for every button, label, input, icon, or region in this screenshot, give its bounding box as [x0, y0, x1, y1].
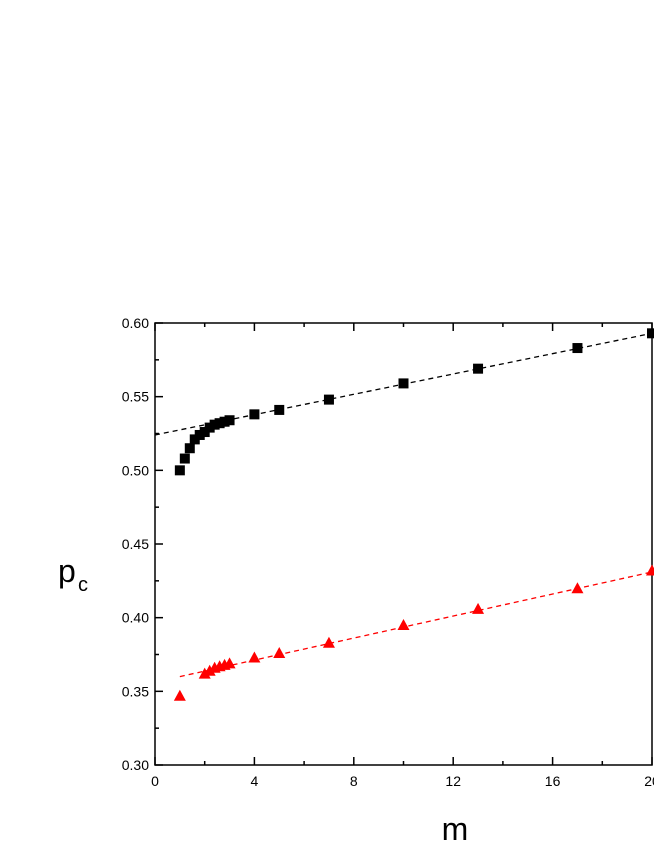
square-point — [473, 363, 484, 374]
triangle-point — [203, 664, 216, 676]
plot-frame — [154, 322, 653, 766]
square-point — [398, 378, 409, 389]
x-axis-label: m — [442, 811, 469, 846]
y-tick-label: 0.35 — [122, 683, 149, 699]
square-point — [647, 328, 654, 339]
square-point — [249, 409, 260, 420]
square-point — [174, 465, 185, 476]
x-tick-label: 8 — [350, 773, 358, 789]
x-tick-label: 4 — [251, 773, 259, 789]
y-axis-label-subscript: c — [78, 574, 88, 596]
y-tick-label: 0.55 — [122, 389, 149, 405]
x-tick-label: 12 — [445, 773, 461, 789]
square-point — [179, 453, 190, 464]
square-point — [224, 415, 235, 426]
y-tick-label: 0.60 — [122, 315, 149, 331]
y-axis-label: p — [58, 553, 76, 589]
triangle-point — [198, 667, 211, 679]
x-tick-label: 16 — [545, 773, 561, 789]
triangle-point — [223, 657, 236, 669]
x-tick-label: 0 — [151, 773, 159, 789]
triangle-point — [322, 636, 335, 648]
square-point — [184, 443, 195, 454]
triangle-point — [248, 651, 261, 663]
square-point — [323, 394, 334, 405]
triangle-point — [273, 647, 286, 659]
y-tick-label: 0.45 — [122, 536, 149, 552]
x-tick-label: 20 — [644, 773, 654, 789]
triangle-point — [646, 564, 654, 576]
y-tick-label: 0.50 — [122, 462, 149, 478]
triangle-point — [173, 689, 186, 701]
triangle-point — [472, 602, 485, 614]
y-tick-label: 0.40 — [122, 610, 149, 626]
triangle-point — [397, 619, 410, 631]
square-point — [274, 404, 285, 415]
square-point — [572, 343, 583, 354]
triangle-point — [571, 582, 584, 594]
y-tick-label: 0.30 — [122, 757, 149, 773]
